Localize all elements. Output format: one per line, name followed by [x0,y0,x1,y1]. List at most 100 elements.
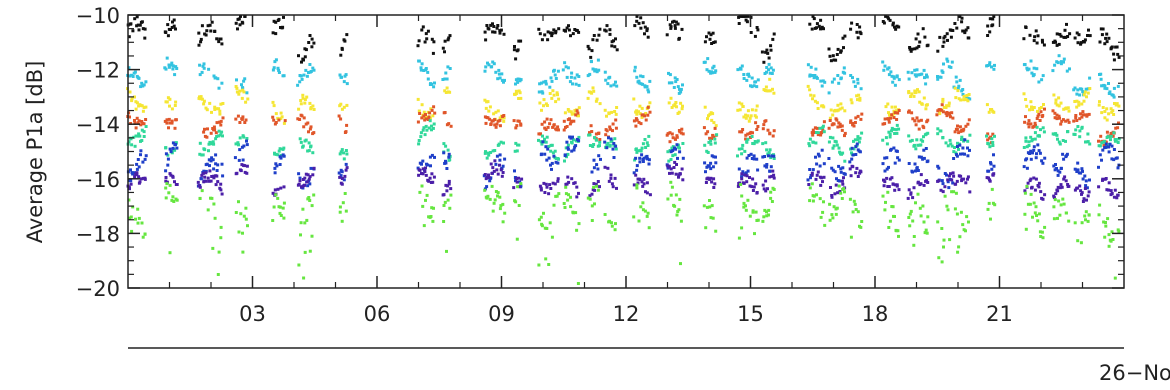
data-point [1028,108,1031,112]
data-point [496,24,500,27]
data-point [987,169,991,173]
data-point [490,171,494,175]
data-point [1083,214,1087,218]
data-point [133,95,136,99]
data-point [680,127,684,131]
data-point [297,54,300,58]
data-point [950,60,954,64]
data-point [537,90,541,94]
y-tick-label: −12 [76,59,120,83]
data-point [603,70,607,74]
data-point [220,130,224,134]
data-point [489,122,493,126]
data-point [941,182,945,186]
data-point [772,173,776,177]
data-point [711,112,715,116]
data-point [447,122,451,126]
data-point [941,136,945,139]
data-point [283,119,287,123]
data-point [212,176,216,180]
data-point [173,73,177,77]
data-point [986,138,990,142]
data-point [992,67,996,71]
data-point [540,108,543,112]
data-point [852,139,855,143]
data-point [424,166,427,170]
data-point [897,158,901,162]
data-point [908,212,912,216]
data-point [500,174,504,178]
data-point [423,40,427,44]
data-point [1035,67,1039,71]
data-point [841,166,845,170]
data-point [639,149,643,153]
data-point [993,63,996,67]
data-point [612,156,616,159]
data-point [588,144,592,147]
data-point [706,117,709,121]
data-point [806,84,810,88]
data-point [1086,113,1089,117]
data-point [949,35,953,39]
data-point [221,102,225,105]
data-point [836,103,840,107]
data-point [966,146,969,150]
data-point [567,193,570,197]
data-point [129,137,133,141]
data-point [641,160,645,163]
data-point [706,57,710,61]
data-point [1034,205,1038,209]
data-point [570,141,574,145]
data-point [966,177,969,181]
data-point [213,216,217,220]
data-point [1034,156,1038,160]
data-point [836,125,840,129]
data-point [201,153,205,157]
data-point [199,177,203,181]
data-point [141,27,145,31]
data-point [567,24,570,28]
data-point [606,141,610,145]
data-point [965,94,969,97]
data-point [243,121,247,124]
data-point [647,158,651,162]
data-point [570,177,574,181]
data-point [926,131,930,135]
data-point [1033,188,1037,192]
data-point [614,118,618,122]
data-point [165,121,169,125]
data-point [1079,42,1083,46]
data-point [712,186,716,189]
data-point [633,24,637,28]
data-point [1029,157,1033,161]
data-point [134,134,138,138]
data-point [641,82,645,86]
data-point [519,184,523,188]
data-point [572,119,576,123]
data-point [502,141,505,145]
data-point [431,114,435,118]
data-point [1061,118,1065,122]
data-point [447,179,451,183]
data-point [493,118,497,122]
data-point [635,75,639,79]
data-point [538,82,542,86]
data-point [1032,73,1036,77]
data-point [213,105,217,109]
data-point [886,190,890,194]
data-point [596,180,600,183]
data-point [540,142,544,146]
data-point [764,85,768,89]
data-point [1065,69,1069,73]
data-point [598,140,602,144]
data-point [822,175,826,179]
data-point [238,121,242,124]
data-point [1023,63,1027,66]
data-point [914,74,918,78]
data-point [542,211,545,215]
data-point [707,31,711,35]
data-point [883,117,887,121]
data-point [941,97,945,101]
data-point [917,119,921,123]
data-point [954,182,958,186]
